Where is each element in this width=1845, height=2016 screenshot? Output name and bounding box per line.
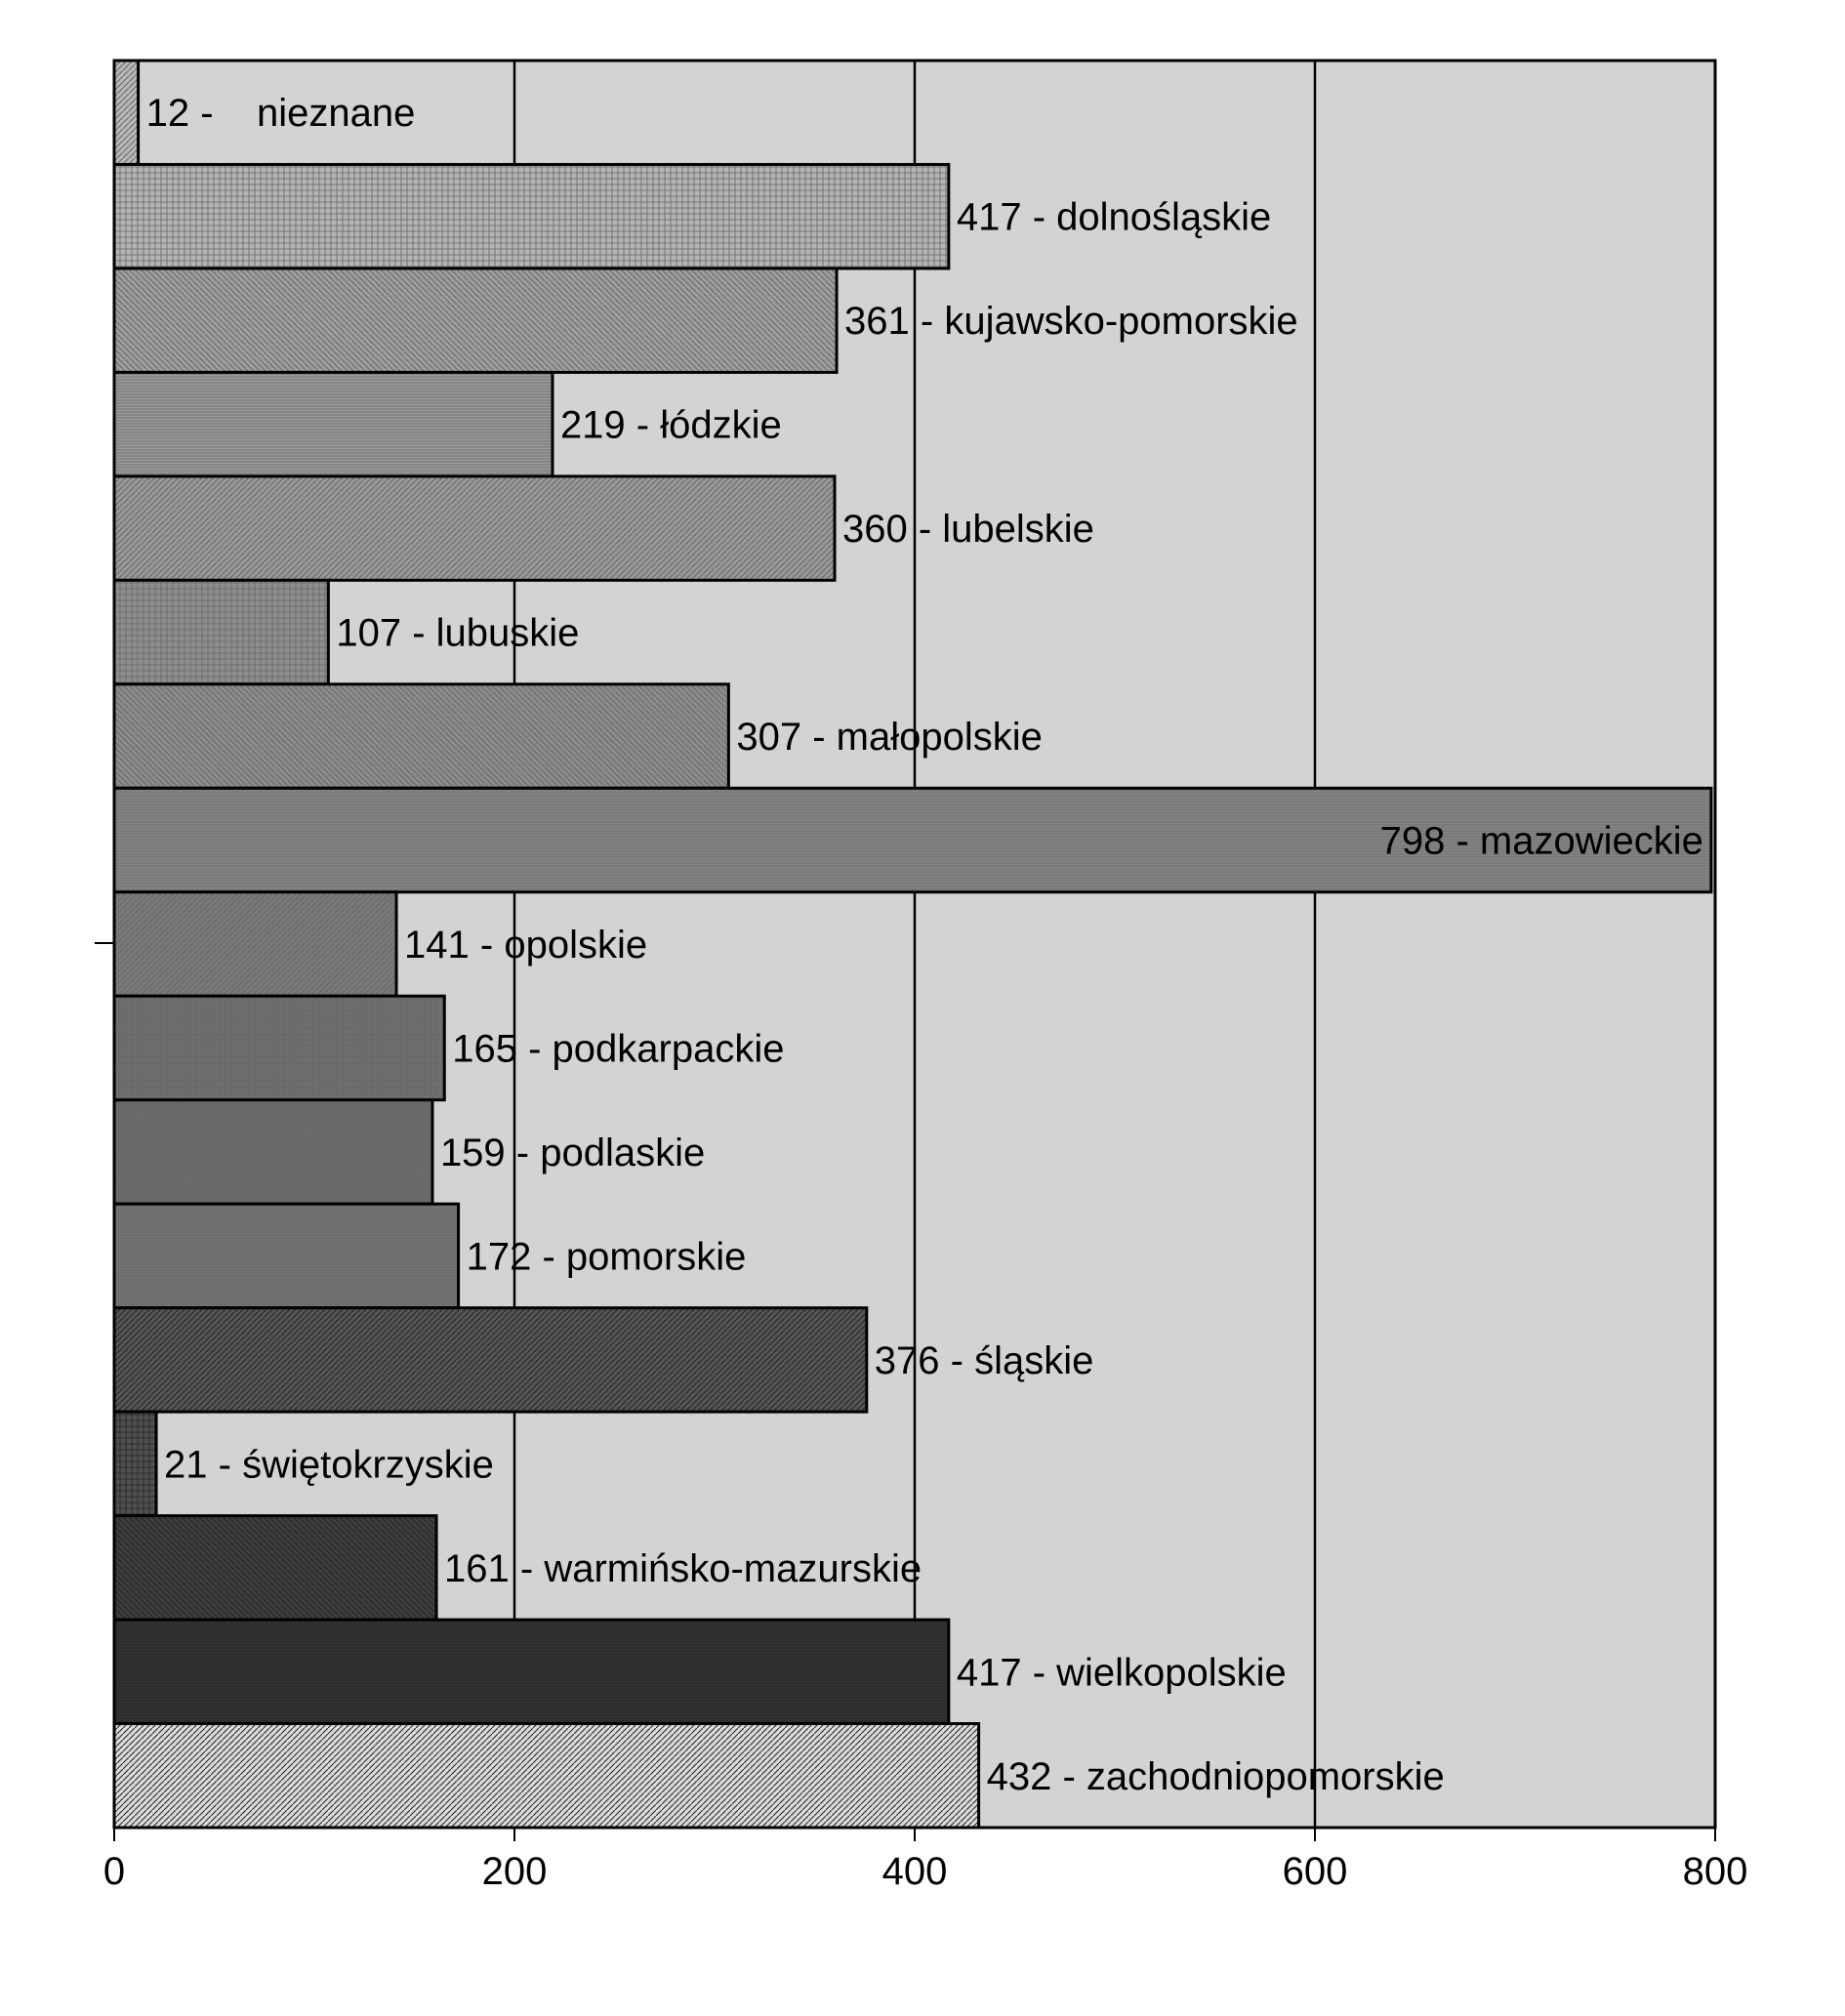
bar-10 [112,1098,434,1206]
bar-2 [112,267,839,374]
x-tick-label: 600 [1283,1850,1348,1893]
bar-4 [112,474,837,582]
x-tick-label: 200 [482,1850,548,1893]
bar-5 [112,578,330,686]
bar-label-11: 172 - pomorskie [467,1235,747,1278]
bar-label-4: 360 - lubelskie [842,508,1094,551]
bar-15 [112,1618,951,1726]
bar-11 [112,1202,461,1310]
bar-label-12: 376 - śląskie [875,1339,1094,1382]
bar-0 [112,59,141,166]
bar-6 [112,682,730,790]
bar-8 [112,890,398,998]
bar-16 [112,1722,981,1830]
bar-label-0: 12 - nieznane [146,92,416,135]
bar-label-13: 21 - świętokrzyskie [164,1443,494,1486]
bar-1 [112,162,951,270]
bar-label-6: 307 - małopolskie [736,716,1043,759]
bar-label-8: 141 - opolskie [404,924,647,967]
bar-label-5: 107 - lubuskie [336,612,579,655]
bar-13 [112,1410,158,1518]
bar-label-7: 798 - mazowieckie [1380,820,1703,863]
bar-14 [112,1514,438,1622]
bar-label-3: 219 - łódzkie [560,404,782,447]
bar-label-10: 159 - podlaskie [440,1131,705,1174]
bar-label-1: 417 - dolnośląskie [957,196,1271,239]
bar-7 [112,786,1713,894]
bar-label-16: 432 - zachodniopomorskie [987,1755,1445,1798]
bar-label-15: 417 - wielkopolskie [957,1651,1287,1694]
x-tick-label: 800 [1683,1850,1748,1893]
bar-3 [112,370,554,478]
bar-label-9: 165 - podkarpackie [452,1027,784,1070]
bar-label-2: 361 - kujawsko-pomorskie [844,300,1298,343]
bar-9 [112,994,446,1102]
x-tick-label: 400 [882,1850,948,1893]
x-tick-label: 0 [103,1850,125,1893]
bar-label-14: 161 - warmińsko-mazurskie [444,1547,922,1590]
bar-12 [112,1306,869,1414]
